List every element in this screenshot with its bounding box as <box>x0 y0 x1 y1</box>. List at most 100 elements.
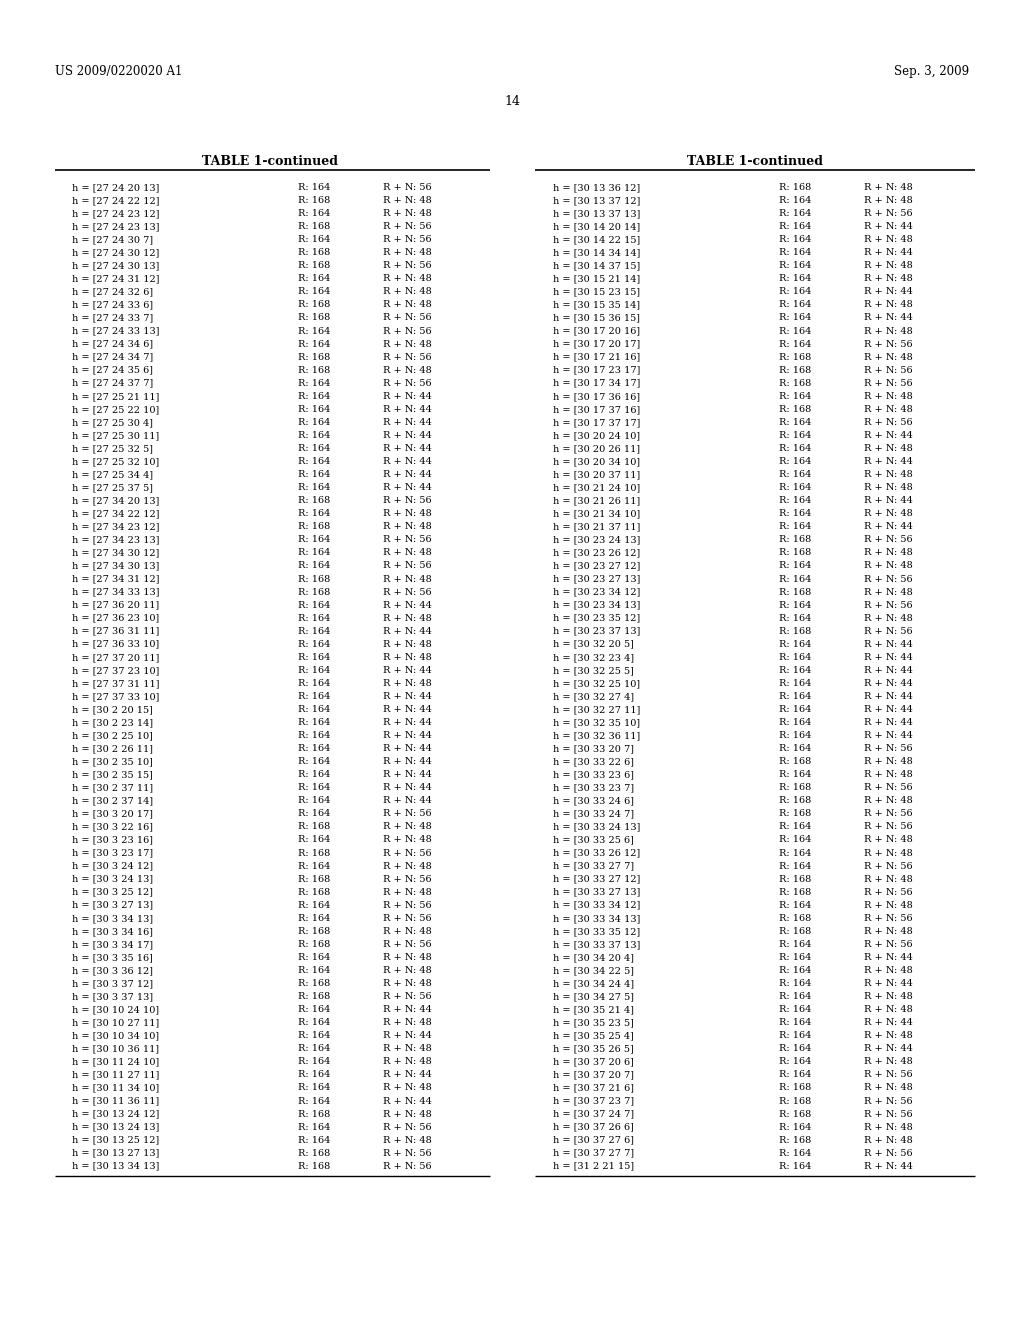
Text: R: 164: R: 164 <box>298 235 331 244</box>
Text: R + N: 56: R + N: 56 <box>383 1162 432 1171</box>
Text: h = [27 25 32 10]: h = [27 25 32 10] <box>72 457 160 466</box>
Text: h = [30 20 26 11]: h = [30 20 26 11] <box>553 444 640 453</box>
Text: h = [30 20 37 11]: h = [30 20 37 11] <box>553 470 640 479</box>
Text: R: 164: R: 164 <box>298 1005 331 1014</box>
Text: R: 168: R: 168 <box>298 1110 331 1118</box>
Text: R: 164: R: 164 <box>779 418 811 426</box>
Text: R: 164: R: 164 <box>779 692 811 701</box>
Text: h = [27 24 30 7]: h = [27 24 30 7] <box>72 235 154 244</box>
Text: R: 164: R: 164 <box>779 483 811 492</box>
Text: h = [27 24 22 12]: h = [27 24 22 12] <box>72 197 160 205</box>
Text: R: 168: R: 168 <box>298 366 331 375</box>
Text: h = [27 34 30 12]: h = [27 34 30 12] <box>72 548 160 557</box>
Text: h = [27 25 37 5]: h = [27 25 37 5] <box>72 483 153 492</box>
Text: R + N: 56: R + N: 56 <box>383 261 432 271</box>
Text: h = [30 33 34 12]: h = [30 33 34 12] <box>553 900 640 909</box>
Text: R: 164: R: 164 <box>779 822 811 832</box>
Text: R: 164: R: 164 <box>298 1018 331 1027</box>
Text: R + N: 48: R + N: 48 <box>383 366 432 375</box>
Text: R + N: 48: R + N: 48 <box>864 483 912 492</box>
Text: R + N: 48: R + N: 48 <box>383 822 432 832</box>
Text: h = [30 37 27 6]: h = [30 37 27 6] <box>553 1135 634 1144</box>
Text: R + N: 44: R + N: 44 <box>383 1031 432 1040</box>
Text: R + N: 48: R + N: 48 <box>383 1044 432 1053</box>
Text: R: 168: R: 168 <box>298 301 331 309</box>
Text: R: 164: R: 164 <box>779 444 811 453</box>
Text: R + N: 56: R + N: 56 <box>383 993 432 1001</box>
Text: R: 164: R: 164 <box>298 653 331 661</box>
Text: R + N: 48: R + N: 48 <box>864 197 912 205</box>
Text: R + N: 44: R + N: 44 <box>864 314 912 322</box>
Text: h = [30 32 35 10]: h = [30 32 35 10] <box>553 718 640 727</box>
Text: R + N: 48: R + N: 48 <box>383 836 432 845</box>
Text: R + N: 44: R + N: 44 <box>383 444 432 453</box>
Text: R: 164: R: 164 <box>298 744 331 754</box>
Text: h = [30 10 27 11]: h = [30 10 27 11] <box>72 1018 160 1027</box>
Text: h = [30 13 27 13]: h = [30 13 27 13] <box>72 1148 160 1158</box>
Text: h = [27 34 22 12]: h = [27 34 22 12] <box>72 510 160 519</box>
Text: R + N: 56: R + N: 56 <box>864 1110 912 1118</box>
Text: h = [30 13 36 12]: h = [30 13 36 12] <box>553 183 640 191</box>
Text: h = [30 2 20 15]: h = [30 2 20 15] <box>72 705 153 714</box>
Text: R: 164: R: 164 <box>779 235 811 244</box>
Text: R + N: 44: R + N: 44 <box>864 731 912 741</box>
Text: R + N: 44: R + N: 44 <box>864 1044 912 1053</box>
Text: R + N: 56: R + N: 56 <box>383 875 432 883</box>
Text: h = [30 3 37 13]: h = [30 3 37 13] <box>72 993 154 1001</box>
Text: R: 164: R: 164 <box>298 1071 331 1080</box>
Text: h = [27 36 23 10]: h = [27 36 23 10] <box>72 614 160 623</box>
Text: R: 164: R: 164 <box>298 326 331 335</box>
Text: R + N: 56: R + N: 56 <box>864 366 912 375</box>
Text: R + N: 48: R + N: 48 <box>864 1031 912 1040</box>
Text: h = [27 25 30 11]: h = [27 25 30 11] <box>72 430 160 440</box>
Text: R + N: 44: R + N: 44 <box>864 222 912 231</box>
Text: R: 164: R: 164 <box>779 900 811 909</box>
Text: h = [27 36 31 11]: h = [27 36 31 11] <box>72 627 160 636</box>
Text: R + N: 48: R + N: 48 <box>864 561 912 570</box>
Text: h = [30 17 23 17]: h = [30 17 23 17] <box>553 366 640 375</box>
Text: h = [30 3 20 17]: h = [30 3 20 17] <box>72 809 153 818</box>
Text: R + N: 56: R + N: 56 <box>864 601 912 610</box>
Text: h = [30 2 37 14]: h = [30 2 37 14] <box>72 796 154 805</box>
Text: R + N: 44: R + N: 44 <box>383 796 432 805</box>
Text: h = [30 23 37 13]: h = [30 23 37 13] <box>553 627 640 636</box>
Text: R + N: 44: R + N: 44 <box>864 692 912 701</box>
Text: R: 164: R: 164 <box>779 457 811 466</box>
Text: R: 164: R: 164 <box>779 705 811 714</box>
Text: R + N: 48: R + N: 48 <box>383 640 432 648</box>
Text: h = [30 23 26 12]: h = [30 23 26 12] <box>553 548 640 557</box>
Text: R + N: 56: R + N: 56 <box>864 1097 912 1106</box>
Text: TABLE 1-continued: TABLE 1-continued <box>687 154 823 168</box>
Text: h = [30 37 20 7]: h = [30 37 20 7] <box>553 1071 634 1080</box>
Text: R + N: 56: R + N: 56 <box>864 1148 912 1158</box>
Text: R: 168: R: 168 <box>779 1110 811 1118</box>
Text: R: 164: R: 164 <box>779 326 811 335</box>
Text: R: 168: R: 168 <box>779 1135 811 1144</box>
Text: R: 164: R: 164 <box>779 1044 811 1053</box>
Text: R: 164: R: 164 <box>298 379 331 388</box>
Text: R + N: 48: R + N: 48 <box>864 900 912 909</box>
Text: R + N: 56: R + N: 56 <box>864 783 912 792</box>
Text: R + N: 48: R + N: 48 <box>864 1084 912 1093</box>
Text: R: 164: R: 164 <box>298 705 331 714</box>
Text: R + N: 48: R + N: 48 <box>383 510 432 519</box>
Text: R + N: 48: R + N: 48 <box>864 614 912 623</box>
Text: R + N: 48: R + N: 48 <box>864 1057 912 1067</box>
Text: R: 168: R: 168 <box>779 352 811 362</box>
Text: R + N: 56: R + N: 56 <box>383 1122 432 1131</box>
Text: R + N: 48: R + N: 48 <box>383 927 432 936</box>
Text: R + N: 56: R + N: 56 <box>383 561 432 570</box>
Text: R + N: 44: R + N: 44 <box>383 758 432 766</box>
Text: R: 164: R: 164 <box>779 678 811 688</box>
Text: R: 168: R: 168 <box>298 1148 331 1158</box>
Text: R + N: 48: R + N: 48 <box>864 849 912 858</box>
Text: h = [30 3 36 12]: h = [30 3 36 12] <box>72 966 153 975</box>
Text: R + N: 48: R + N: 48 <box>864 510 912 519</box>
Text: h = [30 2 23 14]: h = [30 2 23 14] <box>72 718 154 727</box>
Text: R: 164: R: 164 <box>779 1018 811 1027</box>
Text: h = [30 37 23 7]: h = [30 37 23 7] <box>553 1097 634 1106</box>
Text: R + N: 56: R + N: 56 <box>864 809 912 818</box>
Text: h = [27 24 34 6]: h = [27 24 34 6] <box>72 339 154 348</box>
Text: h = [27 37 33 10]: h = [27 37 33 10] <box>72 692 160 701</box>
Text: R: 164: R: 164 <box>779 665 811 675</box>
